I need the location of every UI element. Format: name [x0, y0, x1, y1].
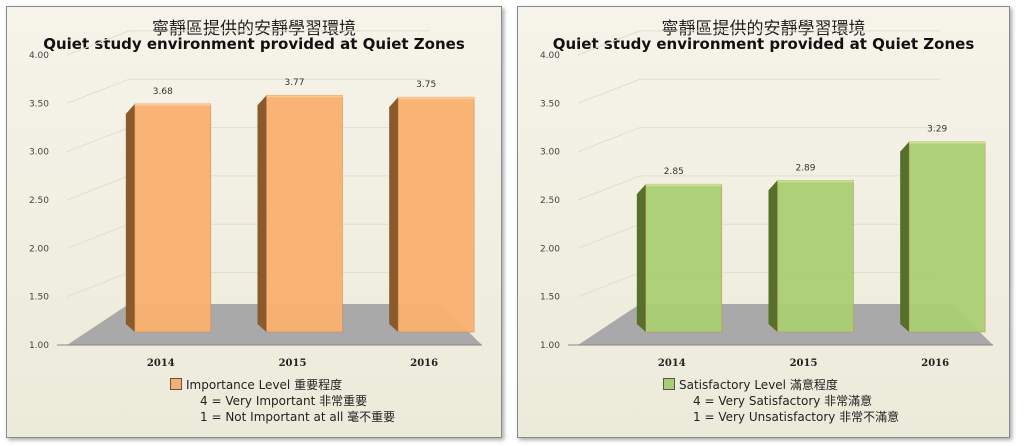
legend-label: Importance Level 重要程度 [186, 378, 343, 392]
y-tick-label: 2.50 [540, 196, 560, 206]
gridline [66, 127, 429, 153]
x-tick-label: 2014 [147, 358, 175, 369]
gridline [66, 175, 429, 201]
y-tick-label: 4.00 [540, 51, 560, 61]
bar [266, 94, 343, 333]
y-tick-label: 2.00 [29, 244, 49, 254]
legend-label: Satisfactory Level 滿意程度 [679, 378, 838, 392]
legend-note-low: 1 = Not Important at all 毫不重要 [200, 410, 396, 424]
y-tick-label: 3.50 [540, 99, 560, 109]
data-label: 3.77 [284, 78, 304, 88]
gridline [66, 223, 429, 249]
x-tick-label: 2015 [790, 358, 818, 369]
chart-panel-satisfaction: 寧靜區提供的安靜學習環境 Quiet study environment pro… [517, 6, 1010, 438]
bar-side [389, 97, 399, 333]
chart-title: 寧靜區提供的安靜學習環境 [661, 19, 866, 39]
legend-swatch [170, 378, 182, 390]
y-tick-label: 1.50 [540, 293, 560, 303]
bar-side [125, 103, 135, 332]
y-tick-label: 2.00 [540, 244, 560, 254]
bar-side [636, 184, 646, 332]
data-label: 3.29 [927, 125, 947, 135]
bar-top [777, 180, 854, 183]
bar-side [257, 95, 267, 332]
bar-side [768, 180, 778, 332]
gridline [66, 78, 429, 104]
gridline [577, 223, 940, 249]
bar-top [398, 97, 475, 100]
gridline [66, 272, 429, 298]
legend-note-low: 1 = Very Unsatisfactory 非常不滿意 [693, 410, 900, 424]
gridline [66, 30, 429, 56]
data-label: 3.68 [153, 87, 173, 97]
y-tick-label: 1.00 [29, 341, 49, 351]
bar-top [266, 95, 343, 98]
chart-legend: Satisfactory Level 滿意程度 4 = Very Satisfa… [663, 377, 899, 425]
legend-note-high: 4 = Very Important 非常重要 [200, 394, 368, 408]
bar [397, 96, 475, 333]
chart-subtitle: Quiet study environment provided at Quie… [552, 35, 975, 53]
y-tick-label: 2.50 [29, 196, 49, 206]
bar [908, 141, 986, 333]
bar-chart-satisfaction: 1.00 1.50 2.00 2.50 3.00 3.50 4.00 2.85 2014 2.89… [540, 30, 993, 369]
y-tick-label: 1.00 [540, 341, 560, 351]
gridline [577, 175, 940, 201]
data-label: 2.85 [664, 167, 684, 177]
bar-top [909, 141, 986, 144]
x-tick-label: 2015 [279, 358, 307, 369]
gridline [577, 272, 940, 298]
gridline [577, 30, 940, 56]
x-tick-label: 2016 [921, 358, 949, 369]
bar-top [134, 103, 211, 106]
bar-side [900, 141, 910, 332]
bar [777, 180, 854, 333]
gridline [577, 78, 940, 104]
y-tick-label: 4.00 [29, 51, 49, 61]
y-tick-label: 3.00 [540, 148, 560, 158]
data-label: 3.75 [416, 80, 436, 90]
y-tick-label: 3.00 [29, 148, 49, 158]
data-label: 2.89 [795, 163, 815, 173]
legend-note-high: 4 = Very Satisfactory 非常滿意 [693, 394, 873, 408]
x-tick-label: 2014 [658, 358, 686, 369]
legend-swatch [663, 378, 675, 390]
gridline [577, 127, 940, 153]
y-tick-label: 3.50 [29, 99, 49, 109]
bar [645, 183, 723, 333]
bar [134, 103, 212, 333]
bar-chart-importance: 1.00 1.50 2.00 2.50 3.00 3.50 4.00 3.68 2014 3.77… [29, 30, 482, 369]
chart-subtitle: Quiet study environment provided at Quie… [43, 35, 465, 53]
chart-legend: Importance Level 重要程度 4 = Very Important… [170, 377, 395, 425]
bar-top [645, 184, 722, 187]
chart-title: 寧靜區提供的安靜學習環境 [152, 19, 356, 39]
y-tick-label: 1.50 [29, 293, 49, 303]
chart-panel-importance: 寧靜區提供的安靜學習環境 Quiet study environment pro… [6, 6, 502, 438]
x-tick-label: 2016 [410, 358, 438, 369]
